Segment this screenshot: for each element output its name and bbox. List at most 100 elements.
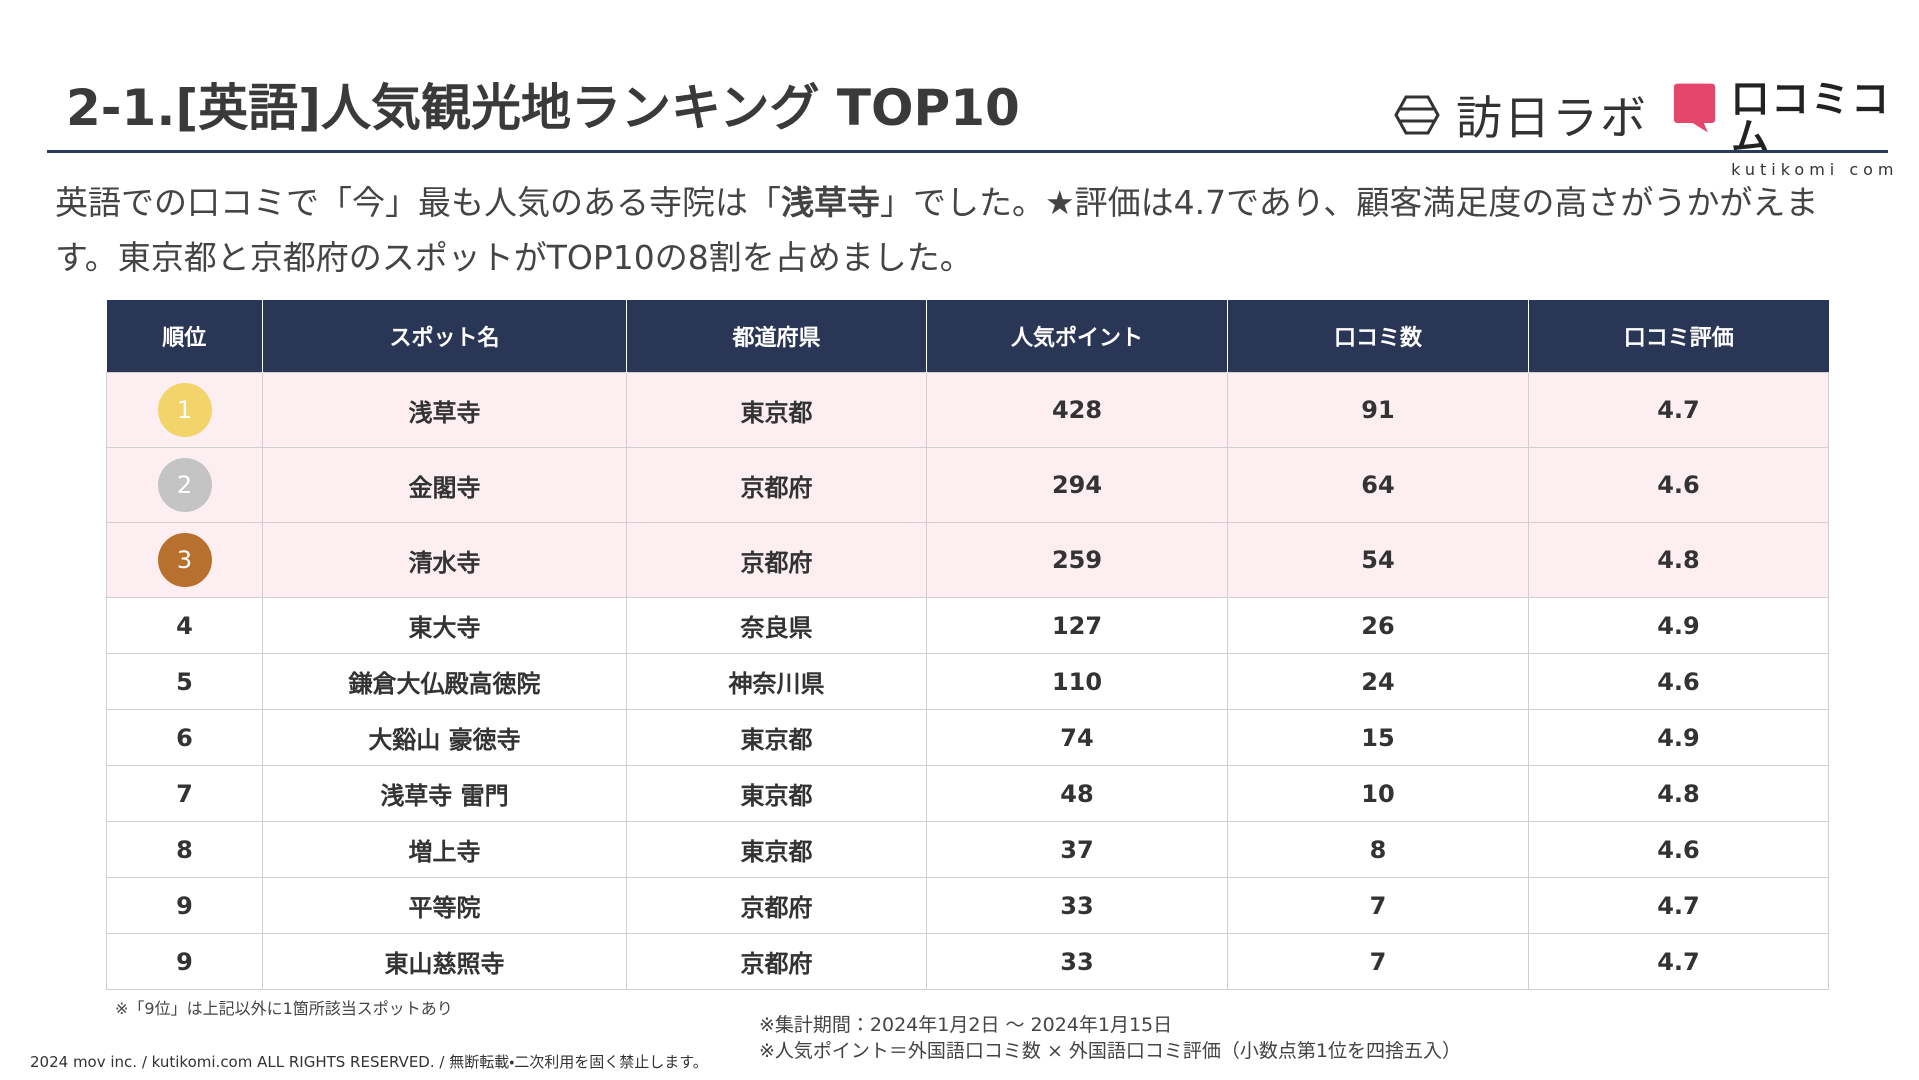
rank-cell: 9 — [106, 877, 263, 934]
table-cell: 33 — [926, 877, 1228, 934]
column-header: 順位 — [106, 300, 263, 373]
logo-text: 訪日ラボ — [1456, 91, 1648, 145]
table-cell: 京都府 — [626, 877, 927, 934]
table-cell: 15 — [1227, 709, 1529, 766]
logo-kutikomi: 口コミコム kutikomi com — [1672, 80, 1919, 178]
rank-cell: 5 — [106, 653, 263, 710]
table-row: 8 増上寺 東京都 37 8 4.6 — [106, 821, 1829, 878]
rank-cell: 1 — [106, 372, 263, 448]
column-header: 人気ポイント — [926, 300, 1228, 373]
table-cell: 48 — [926, 765, 1228, 822]
logo-subtext: kutikomi com — [1731, 160, 1899, 179]
table-cell: 4.9 — [1528, 597, 1829, 654]
table-cell: 増上寺 — [262, 821, 627, 878]
table-cell: 浅草寺 — [262, 372, 627, 448]
table-cell: 東大寺 — [262, 597, 627, 654]
rank-cell: 3 — [106, 522, 263, 598]
table-row: 9 平等院 京都府 33 7 4.7 — [106, 877, 1829, 934]
table-cell: 神奈川県 — [626, 653, 927, 710]
rank-cell: 4 — [106, 597, 263, 654]
table-row: 6 大谿山 豪徳寺 東京都 74 15 4.9 — [106, 709, 1829, 766]
rank-medal: 2 — [157, 458, 212, 512]
table-cell: 54 — [1227, 522, 1529, 598]
title: 2-1.[英語]人気観光地ランキング TOP10 — [66, 79, 1020, 137]
footnote: ※「9位」は上記以外に1箇所該当スポットあり — [115, 999, 453, 1018]
table-row: 1 浅草寺 東京都 428 91 4.7 — [106, 372, 1829, 448]
column-header: 都道府県 — [626, 300, 927, 373]
table-row: 5 鎌倉大仏殿高徳院 神奈川県 110 24 4.6 — [106, 653, 1829, 710]
column-header: 口コミ評価 — [1528, 300, 1829, 373]
table-cell: 428 — [926, 372, 1228, 448]
table-cell: 259 — [926, 522, 1228, 598]
table-cell: 京都府 — [626, 933, 927, 990]
description-text: 」でした。★評価は4.7であり、顧客満足度の高さがうかがえます。東京都と京都府の… — [55, 183, 1819, 277]
table-cell: 4.6 — [1528, 653, 1829, 710]
description: 英語での口コミで「今」最も人気のある寺院は「浅草寺」でした。★評価は4.7であり… — [55, 175, 1875, 285]
table-row: 2 金閣寺 京都府 294 64 4.6 — [106, 447, 1829, 523]
table-cell: 鎌倉大仏殿高徳院 — [262, 653, 627, 710]
table-cell: 26 — [1227, 597, 1529, 654]
table-cell: 4.7 — [1528, 933, 1829, 990]
table-row: 4 東大寺 奈良県 127 26 4.9 — [106, 597, 1829, 654]
notes: ※集計期間：2024年1月2日 ～ 2024年1月15日 ※人気ポイント＝外国語… — [759, 1012, 1461, 1064]
column-header: スポット名 — [262, 300, 627, 373]
table-cell: 浅草寺 雷門 — [262, 765, 627, 822]
description-emphasis: 浅草寺 — [781, 183, 880, 222]
table-cell: 奈良県 — [626, 597, 927, 654]
table-cell: 京都府 — [626, 447, 927, 523]
copyright: 2024 mov inc. / kutikomi.com ALL RIGHTS … — [30, 1053, 708, 1071]
table-cell: 4.7 — [1528, 877, 1829, 934]
table-cell: 64 — [1227, 447, 1529, 523]
table-cell: 4.8 — [1528, 522, 1829, 598]
logo-icon — [1394, 95, 1440, 135]
rank-medal: 1 — [157, 383, 212, 437]
table-cell: 4.9 — [1528, 709, 1829, 766]
table-cell: 33 — [926, 933, 1228, 990]
table-cell: 7 — [1227, 877, 1529, 934]
table-cell: 74 — [926, 709, 1228, 766]
rank-cell: 6 — [106, 709, 263, 766]
header-row: 順位 スポット名 都道府県 人気ポイント 口コミ数 口コミ評価 — [106, 300, 1829, 373]
rank-cell: 7 — [106, 765, 263, 822]
header-rule — [47, 150, 1888, 153]
rank-cell: 2 — [106, 447, 263, 523]
table-row: 3 清水寺 京都府 259 54 4.8 — [106, 522, 1829, 598]
table-row: 7 浅草寺 雷門 東京都 48 10 4.8 — [106, 765, 1829, 822]
table-cell: 10 — [1227, 765, 1529, 822]
table-cell: 37 — [926, 821, 1228, 878]
table-cell: 東京都 — [626, 372, 927, 448]
table-cell: 294 — [926, 447, 1228, 523]
table-cell: 京都府 — [626, 522, 927, 598]
table-row: 9 東山慈照寺 京都府 33 7 4.7 — [106, 933, 1829, 990]
table-cell: 4.7 — [1528, 372, 1829, 448]
table-cell: 8 — [1227, 821, 1529, 878]
table-cell: 東山慈照寺 — [262, 933, 627, 990]
note: ※人気ポイント＝外国語口コミ数 × 外国語口コミ評価（小数点第1位を四捨五入） — [759, 1040, 1462, 1062]
table-cell: 金閣寺 — [262, 447, 627, 523]
table-cell: 24 — [1227, 653, 1529, 710]
table-cell: 4.6 — [1528, 447, 1829, 523]
logo-houjin-lab: 訪日ラボ — [1394, 82, 1648, 148]
note: ※集計期間：2024年1月2日 ～ 2024年1月15日 — [759, 1014, 1173, 1036]
logo-icon — [1673, 83, 1716, 133]
table-cell: 127 — [926, 597, 1228, 654]
table-cell: 東京都 — [626, 765, 927, 822]
rank-cell: 9 — [106, 933, 263, 990]
table-cell: 4.6 — [1528, 821, 1829, 878]
table-cell: 4.8 — [1528, 765, 1829, 822]
ranking-table: 順位 スポット名 都道府県 人気ポイント 口コミ数 口コミ評価 1 浅草寺 東京都 428 91 4… — [106, 300, 1829, 990]
table-cell: 7 — [1227, 933, 1529, 990]
rank-medal: 3 — [157, 533, 212, 587]
table-cell: 東京都 — [626, 821, 927, 878]
table-cell: 平等院 — [262, 877, 627, 934]
table-cell: 清水寺 — [262, 522, 627, 598]
table-cell: 大谿山 豪徳寺 — [262, 709, 627, 766]
table-cell: 91 — [1227, 372, 1529, 448]
table-cell: 110 — [926, 653, 1228, 710]
rank-cell: 8 — [106, 821, 263, 878]
column-header: 口コミ数 — [1227, 300, 1529, 373]
table-cell: 東京都 — [626, 709, 927, 766]
logo-text: 口コミコム — [1731, 77, 1892, 159]
description-text: 英語での口コミで「今」最も人気のある寺院は「 — [55, 183, 781, 222]
